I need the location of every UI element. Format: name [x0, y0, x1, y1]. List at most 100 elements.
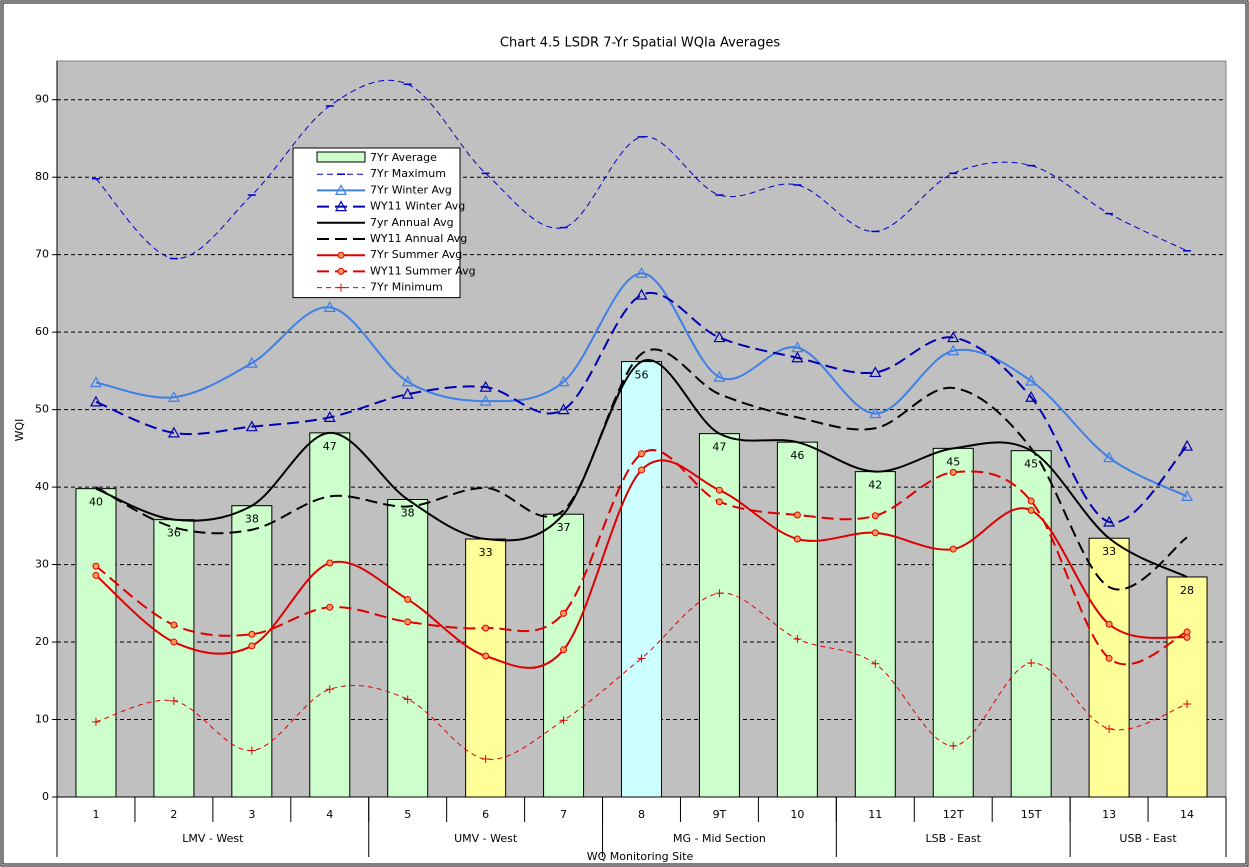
bar: [1088, 537, 1130, 798]
marker: [638, 466, 645, 474]
bar: [776, 441, 818, 798]
bar: [932, 447, 974, 798]
line-series: [95, 459, 1188, 669]
line-series: [95, 348, 1188, 591]
legend: 7Yr Average 7Yr Maximum 7Yr Winter Avg WY11…: [292, 147, 476, 299]
marker: [871, 529, 879, 537]
marker: [92, 571, 100, 579]
marker: [791, 351, 804, 363]
line-series: [95, 292, 1188, 524]
group-label: LSB - East: [926, 832, 982, 845]
x-tick-label: 11: [868, 808, 882, 821]
x-tick-label: 8: [638, 808, 645, 821]
y-tick-label: 30: [35, 558, 49, 571]
marker: [557, 375, 570, 387]
marker: [949, 741, 958, 750]
marker: [793, 535, 801, 543]
marker: [91, 717, 100, 726]
data-label: 33: [1102, 545, 1116, 558]
marker: [871, 659, 880, 668]
x-tick-label: 4: [326, 808, 333, 821]
data-label: 56: [635, 369, 649, 382]
y-tick-label: 90: [35, 93, 49, 106]
marker: [1027, 497, 1035, 505]
y-tick-label: 70: [35, 248, 49, 261]
line-series: [95, 272, 1188, 498]
bar: [1166, 576, 1208, 798]
marker: [1027, 506, 1035, 514]
legend-label: 7Yr Maximum: [370, 167, 446, 180]
group-label: UMV - West: [454, 832, 518, 845]
x-tick-label: 6: [482, 808, 489, 821]
marker: [635, 267, 648, 278]
marker: [1181, 490, 1194, 502]
data-label: 40: [89, 496, 103, 509]
marker: [947, 331, 960, 343]
marker: [89, 376, 102, 388]
x-tick-label: 7: [560, 808, 567, 821]
data-label: 38: [245, 513, 259, 526]
marker: [949, 468, 957, 476]
marker: [482, 624, 490, 632]
y-tick-label: 20: [35, 635, 49, 648]
marker: [637, 654, 646, 663]
marker: [1105, 724, 1114, 733]
marker: [871, 512, 879, 520]
marker: [337, 283, 345, 292]
bar: [854, 471, 896, 798]
marker: [403, 695, 412, 704]
legend-label: 7Yr Minimum: [370, 281, 443, 294]
legend-label: 7Yr Average: [370, 151, 437, 164]
data-label: 46: [790, 449, 804, 462]
marker: [481, 755, 490, 764]
marker: [715, 589, 724, 598]
marker: [245, 356, 258, 368]
y-tick-label: 50: [35, 403, 49, 416]
marker: [89, 395, 102, 407]
bar: [75, 488, 117, 798]
chart-title: Chart 4.5 LSDR 7-Yr Spatial WQIa Average…: [500, 36, 780, 51]
x-tick-label: 12T: [943, 808, 964, 821]
x-tick-label: 5: [404, 808, 411, 821]
marker: [635, 288, 648, 300]
x-tick-label: 14: [1180, 808, 1194, 821]
marker: [638, 450, 645, 458]
group-label: MG - Mid Section: [673, 832, 766, 845]
bar: [543, 513, 585, 798]
marker: [337, 251, 345, 259]
marker: [1025, 391, 1038, 402]
data-label: 47: [323, 440, 337, 453]
marker: [557, 403, 570, 415]
x-tick-label: 9T: [713, 808, 727, 821]
data-label: 33: [479, 546, 493, 559]
y-axis-label: WQI: [13, 419, 26, 442]
x-tick-label: 1: [92, 808, 99, 821]
marker: [560, 646, 568, 654]
legend-label: 7yr Annual Avg: [370, 216, 454, 229]
y-tick-label: 60: [35, 325, 49, 338]
marker: [170, 621, 178, 629]
marker: [323, 301, 336, 312]
legend-swatch: [316, 151, 366, 163]
marker: [326, 603, 334, 611]
line-series: [95, 449, 1188, 666]
marker: [334, 200, 348, 212]
legend-label: WY11 Annual Avg: [370, 232, 467, 245]
marker: [715, 498, 723, 506]
legend-label: WY11 Winter Avg: [370, 200, 465, 213]
data-label: 28: [1180, 584, 1194, 597]
legend-label: WY11 Summer Avg: [370, 264, 476, 277]
y-tick-label: 40: [35, 480, 49, 493]
marker: [1103, 451, 1116, 463]
x-tick-label: 3: [248, 808, 255, 821]
marker: [334, 184, 348, 195]
data-label: 38: [401, 507, 415, 520]
y-tick-label: 80: [35, 170, 49, 183]
marker: [337, 267, 345, 275]
marker: [401, 387, 414, 399]
group-label: LMV - West: [182, 832, 244, 845]
marker: [245, 420, 258, 432]
marker: [479, 394, 492, 406]
